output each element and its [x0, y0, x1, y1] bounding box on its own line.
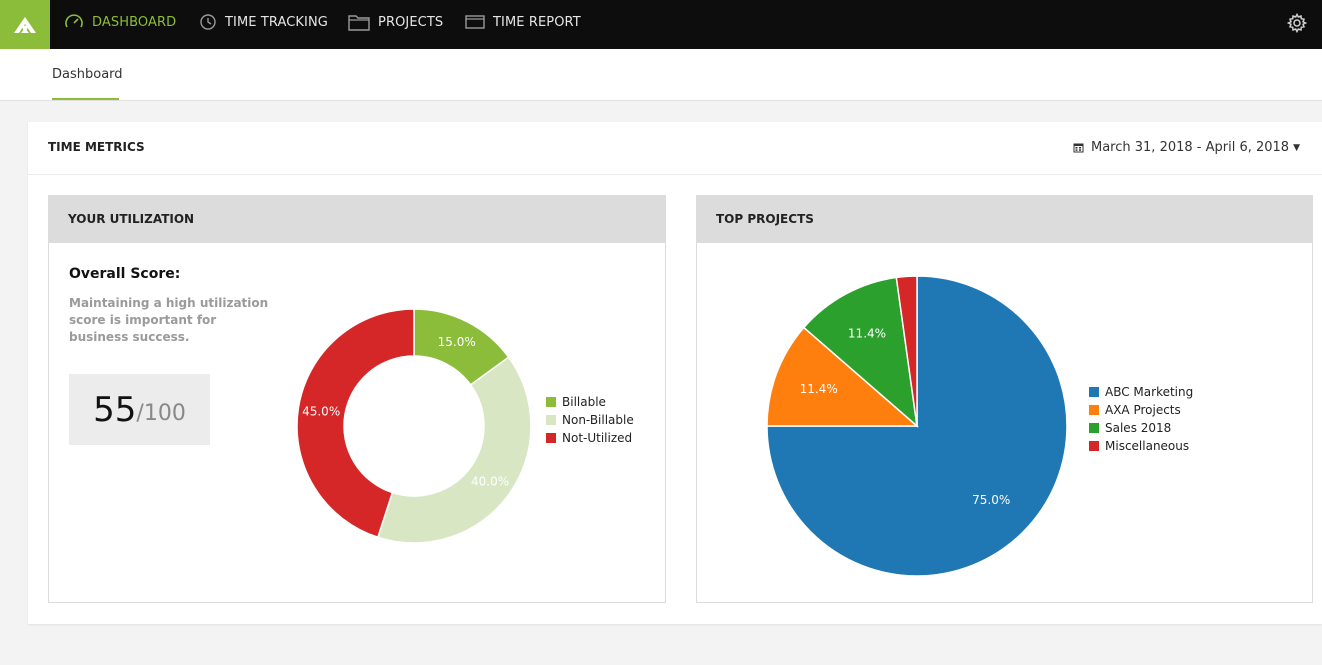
projects-slice-axa-projects[interactable] — [766, 326, 920, 427]
nav-label: PROJECTS — [378, 14, 444, 30]
caret-down-icon: ▼ — [1293, 142, 1300, 153]
projects-legend-item[interactable]: Sales 2018 — [1089, 419, 1193, 437]
panel-header: YOUR UTILIZATION — [49, 196, 665, 243]
legend-swatch — [1089, 423, 1099, 433]
calendar-icon — [1073, 143, 1084, 153]
utilization-description: Maintaining a high utilization score is … — [69, 296, 269, 344]
utilization-legend-item[interactable]: Not-Utilized — [546, 429, 634, 447]
projects-slice-miscellaneous[interactable] — [895, 275, 918, 427]
utilization-slice-label: 45.0% — [302, 404, 340, 418]
speedometer-icon — [65, 14, 83, 28]
utilization-slice-label: 15.0% — [438, 335, 476, 349]
utilization-slice-label: 40.0% — [471, 474, 509, 488]
nav-time-report[interactable]: TIME REPORT — [465, 0, 581, 44]
utilization-legend-item[interactable]: Non-Billable — [546, 411, 634, 429]
top-navbar: DASHBOARD TIME TRACKING PROJECTS TIME RE… — [0, 0, 1322, 49]
legend-swatch — [546, 415, 556, 425]
clock-icon — [200, 14, 216, 30]
logo-icon — [14, 16, 36, 33]
projects-slice-abc-marketing[interactable] — [766, 275, 1068, 577]
utilization-slice-non-billable[interactable] — [376, 356, 532, 544]
legend-label: Miscellaneous — [1105, 439, 1190, 453]
legend-swatch — [546, 433, 556, 443]
projects-legend-item[interactable]: Miscellaneous — [1089, 437, 1193, 455]
legend-label: Not-Utilized — [562, 431, 633, 445]
legend-label: AXA Projects — [1105, 403, 1181, 417]
projects-slice-label: 75.0% — [972, 493, 1010, 507]
legend-label: ABC Marketing — [1105, 385, 1194, 399]
score-max: /100 — [136, 401, 186, 426]
top-projects-panel: TOP PROJECTS 75.0% 11.4% 11.4% ABC Marketi… — [696, 195, 1313, 603]
nav-projects[interactable]: PROJECTS — [348, 0, 443, 44]
projects-slice-label: 11.4% — [800, 382, 838, 396]
app-logo[interactable] — [0, 0, 50, 49]
projects-legend: ABC Marketing AXA Projects Sales 2018 Misce… — [1089, 383, 1193, 455]
overall-score-label: Overall Score: — [69, 266, 181, 282]
legend-label: Sales 2018 — [1105, 421, 1172, 435]
card-header: TIME METRICS March 31, 2018 - April 6, 2… — [28, 122, 1322, 175]
gear-icon — [1286, 12, 1308, 34]
folder-icon — [348, 14, 370, 31]
card-title: TIME METRICS — [48, 140, 145, 154]
date-range-picker[interactable]: March 31, 2018 - April 6, 2018 ▼ — [1073, 140, 1300, 155]
utilization-legend: Billable Non-Billable Not-Utilized — [546, 393, 634, 447]
nav-time-tracking[interactable]: TIME TRACKING — [199, 0, 328, 44]
utilization-panel: YOUR UTILIZATION Overall Score: Maintain… — [48, 195, 666, 603]
nav-label: TIME TRACKING — [225, 14, 328, 30]
projects-slice-sales-2018[interactable] — [802, 276, 919, 428]
projects-legend-item[interactable]: ABC Marketing — [1089, 383, 1193, 401]
nav-dashboard[interactable]: DASHBOARD — [64, 0, 176, 44]
top-projects-pie-chart: 75.0% 11.4% 11.4% — [766, 275, 1068, 577]
utilization-legend-item[interactable]: Billable — [546, 393, 634, 411]
score-box: 55 /100 — [69, 374, 210, 445]
nav-label: TIME REPORT — [493, 14, 581, 30]
sub-navbar: Dashboard — [0, 49, 1322, 101]
panel-title: YOUR UTILIZATION — [68, 212, 195, 226]
projects-legend-item[interactable]: AXA Projects — [1089, 401, 1193, 419]
legend-swatch — [1089, 405, 1099, 415]
legend-swatch — [546, 397, 556, 407]
tab-dashboard[interactable]: Dashboard — [52, 49, 123, 100]
nav-label: DASHBOARD — [92, 14, 177, 30]
panel-title: TOP PROJECTS — [716, 212, 814, 226]
report-icon — [465, 15, 485, 29]
date-range-text: March 31, 2018 - April 6, 2018 — [1091, 140, 1290, 155]
utilization-donut-chart: 15.0% 40.0% 45.0% — [296, 308, 532, 544]
time-metrics-card: TIME METRICS March 31, 2018 - April 6, 2… — [28, 122, 1322, 624]
settings-button[interactable] — [1286, 12, 1308, 38]
legend-label: Billable — [562, 395, 606, 409]
legend-swatch — [1089, 387, 1099, 397]
panel-header: TOP PROJECTS — [697, 196, 1312, 243]
legend-swatch — [1089, 441, 1099, 451]
projects-slice-label: 11.4% — [848, 327, 886, 341]
score-value: 55 — [93, 389, 137, 430]
legend-label: Non-Billable — [562, 413, 634, 427]
utilization-slice-not-utilized[interactable] — [296, 308, 415, 539]
